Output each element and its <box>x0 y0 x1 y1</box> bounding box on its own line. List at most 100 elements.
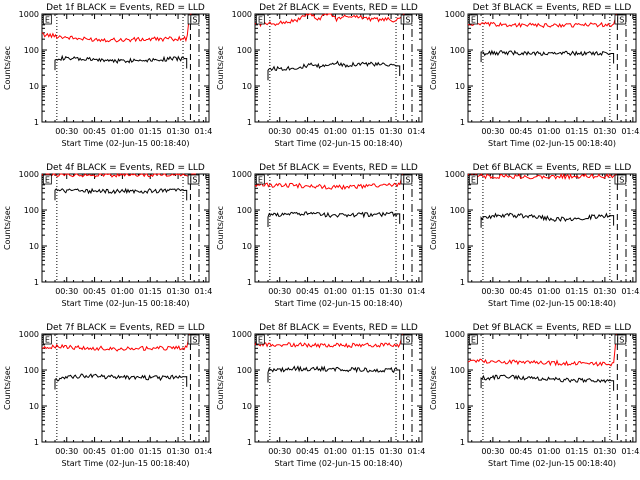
panel-title: Det 5f BLACK = Events, RED = LLD <box>259 163 418 173</box>
x-tick-label: 01:00 <box>537 127 560 136</box>
x-tick-label: 01:45 <box>621 447 640 456</box>
y-axis-label: Counts/sec <box>3 46 12 90</box>
x-axis-label: Start Time (02-Jun-15 00:18:40) <box>488 459 616 468</box>
panel-title: Det 8f BLACK = Events, RED = LLD <box>259 323 418 333</box>
lld-series-line <box>467 172 617 181</box>
x-axis-label: Start Time (02-Jun-15 00:18:40) <box>62 299 190 308</box>
plot-frame <box>254 173 423 283</box>
x-tick-label: 00:45 <box>296 287 319 296</box>
lld-series-line <box>254 13 405 28</box>
detector-panel: Det 4f BLACK = Events, RED = LLD 1 10 100 10… <box>3 163 213 308</box>
events-series-line <box>267 60 401 81</box>
y-tick-label: 10 <box>29 242 39 251</box>
y-tick-label: 1 <box>247 278 252 287</box>
start-marker-label: S <box>405 16 410 25</box>
lld-series-line <box>41 173 196 178</box>
start-marker-label: S <box>619 336 624 345</box>
detector-panel: Det 2f BLACK = Events, RED = LLD 1 10 100 10… <box>216 3 426 148</box>
x-tick-label: 01:00 <box>111 127 134 136</box>
plot-frame <box>467 173 637 283</box>
y-tick-label: 100 <box>237 46 252 55</box>
y-tick-label: 1 <box>460 118 465 127</box>
x-tick-label: 01:00 <box>324 447 347 456</box>
x-tick-label: 01:15 <box>139 447 162 456</box>
x-tick-label: 01:15 <box>352 127 375 136</box>
start-marker-box <box>617 334 627 345</box>
y-tick-label: 1 <box>460 438 465 447</box>
detector-panel: Det 1f BLACK = Events, RED = LLD 1 10 100 10… <box>3 3 213 148</box>
x-axis-label: Start Time (02-Jun-15 00:18:40) <box>275 459 403 468</box>
end-marker-box <box>255 174 265 185</box>
end-marker-label: E <box>45 16 50 25</box>
panel-title: Det 6f BLACK = Events, RED = LLD <box>473 163 632 173</box>
x-tick-label: 00:45 <box>83 127 106 136</box>
y-tick-label: 100 <box>237 206 252 215</box>
detector-panel: Det 5f BLACK = Events, RED = LLD 1 10 100 10… <box>216 163 426 308</box>
x-tick-label: 00:45 <box>296 447 319 456</box>
x-tick-label: 01:15 <box>352 447 375 456</box>
x-tick-label: 00:45 <box>296 127 319 136</box>
start-marker-label: S <box>405 176 410 185</box>
y-tick-label: 10 <box>242 82 252 91</box>
x-tick-label: 01:45 <box>194 447 213 456</box>
end-marker-label: E <box>471 176 476 185</box>
x-axis-label: Start Time (02-Jun-15 00:18:40) <box>488 139 616 148</box>
events-series-line <box>480 49 615 64</box>
y-tick-label: 1000 <box>19 170 39 179</box>
end-marker-box <box>255 334 265 345</box>
start-marker-box <box>190 14 200 25</box>
y-tick-label: 10 <box>29 82 39 91</box>
x-tick-label: 01:30 <box>593 447 616 456</box>
panel-title: Det 1f BLACK = Events, RED = LLD <box>46 3 205 13</box>
start-marker-label: S <box>619 16 624 25</box>
lld-series-line <box>254 173 403 191</box>
x-tick-label: 00:30 <box>481 127 504 136</box>
lld-series-line <box>41 333 190 352</box>
events-series-line <box>480 374 615 391</box>
x-tick-label: 01:45 <box>407 447 426 456</box>
detector-panel: Det 8f BLACK = Events, RED = LLD 1 10 100 10… <box>216 323 426 468</box>
plot-frame <box>41 13 210 123</box>
y-axis-label: Counts/sec <box>429 366 438 410</box>
panel-title: Det 7f BLACK = Events, RED = LLD <box>46 323 205 333</box>
y-tick-label: 100 <box>24 206 39 215</box>
x-tick-label: 01:15 <box>352 287 375 296</box>
x-tick-label: 00:30 <box>55 447 78 456</box>
x-tick-label: 01:00 <box>537 447 560 456</box>
end-marker-label: E <box>471 16 476 25</box>
plot-frame <box>254 333 423 443</box>
x-tick-label: 01:30 <box>380 447 403 456</box>
start-marker-box <box>190 174 200 185</box>
lld-series-line <box>467 13 617 29</box>
x-tick-label: 00:30 <box>481 287 504 296</box>
end-marker-box <box>468 174 478 185</box>
x-tick-label: 00:30 <box>55 287 78 296</box>
x-tick-label: 01:15 <box>139 287 162 296</box>
x-tick-label: 00:30 <box>268 447 291 456</box>
end-marker-box <box>468 334 478 345</box>
x-tick-label: 01:45 <box>194 287 213 296</box>
y-tick-label: 100 <box>450 206 465 215</box>
start-marker-label: S <box>405 336 410 345</box>
y-tick-label: 1000 <box>19 330 39 339</box>
x-tick-label: 01:45 <box>194 127 213 136</box>
x-tick-label: 01:45 <box>621 287 640 296</box>
y-tick-label: 10 <box>455 242 465 251</box>
x-tick-label: 01:15 <box>139 127 162 136</box>
x-tick-label: 01:30 <box>167 127 190 136</box>
end-marker-label: E <box>45 176 50 185</box>
y-axis-label: Counts/sec <box>3 206 12 250</box>
x-tick-label: 00:30 <box>481 447 504 456</box>
panel-title: Det 2f BLACK = Events, RED = LLD <box>259 3 418 13</box>
x-tick-label: 01:15 <box>565 447 588 456</box>
y-tick-label: 100 <box>237 366 252 375</box>
y-tick-label: 100 <box>450 366 465 375</box>
y-tick-label: 1000 <box>232 10 252 19</box>
end-marker-box <box>468 14 478 25</box>
y-tick-label: 10 <box>455 402 465 411</box>
x-tick-label: 00:30 <box>268 287 291 296</box>
y-axis-label: Counts/sec <box>216 206 225 250</box>
start-marker-box <box>617 174 627 185</box>
y-tick-label: 100 <box>450 46 465 55</box>
